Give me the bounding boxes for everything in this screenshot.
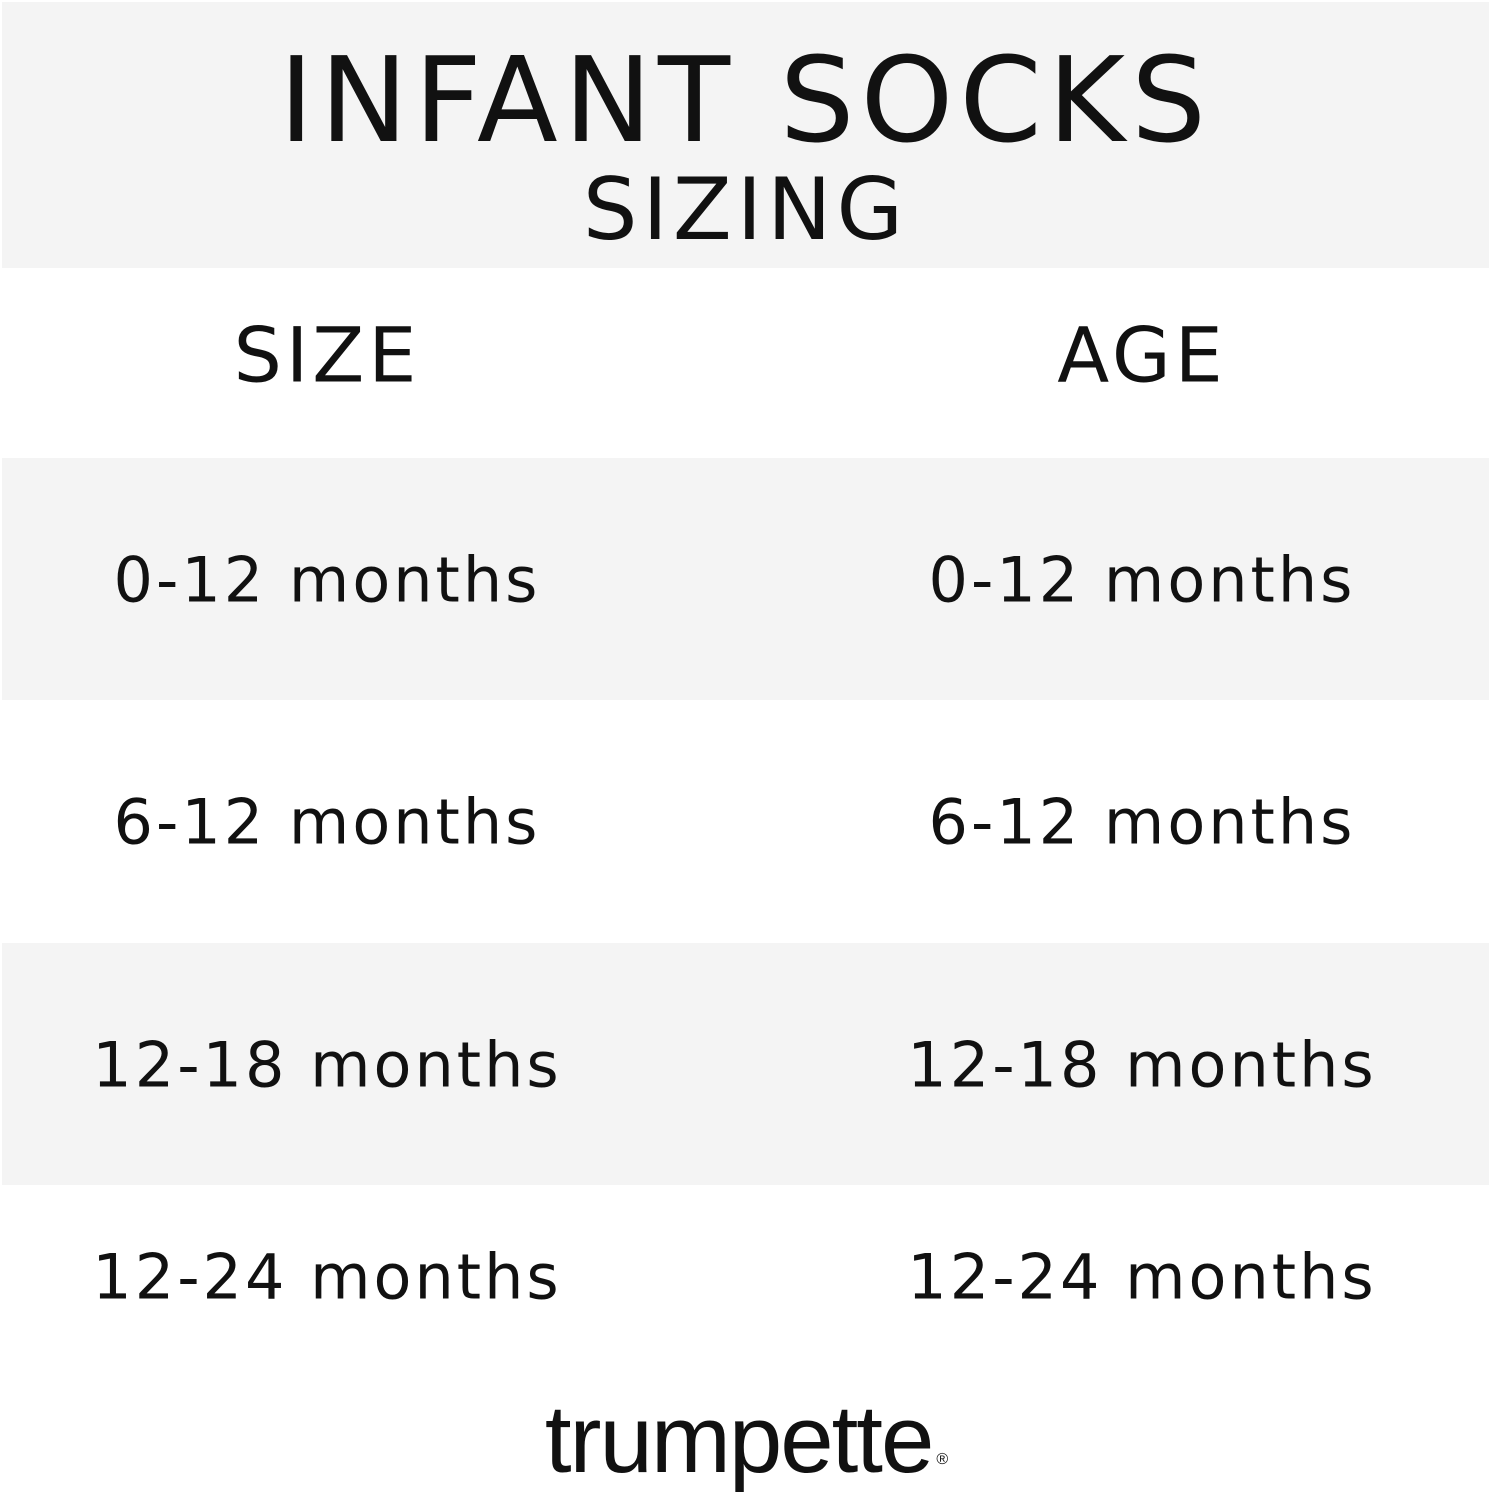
registered-mark: ® — [936, 1451, 948, 1468]
row-band-3 — [2, 943, 1489, 1185]
table-cell-size: 12-24 months — [92, 1240, 562, 1314]
row-band-1 — [2, 458, 1489, 700]
brand-logo-text: trumpette — [544, 1386, 935, 1493]
table-cell-size: 6-12 months — [113, 785, 541, 859]
page-subtitle: SIZING — [582, 160, 909, 260]
table-cell-age: 6-12 months — [928, 785, 1356, 859]
table-cell-size: 0-12 months — [113, 543, 541, 617]
column-header-size: SIZE — [233, 310, 421, 400]
page-title: INFANT SOCKS — [278, 31, 1213, 169]
table-cell-age: 0-12 months — [928, 543, 1356, 617]
brand-logo: trumpette ® — [0, 1385, 1491, 1495]
header-band — [2, 2, 1489, 268]
table-cell-size: 12-18 months — [92, 1028, 562, 1102]
table-cell-age: 12-24 months — [907, 1240, 1377, 1314]
table-cell-age: 12-18 months — [907, 1028, 1377, 1102]
column-header-age: AGE — [1057, 310, 1227, 400]
